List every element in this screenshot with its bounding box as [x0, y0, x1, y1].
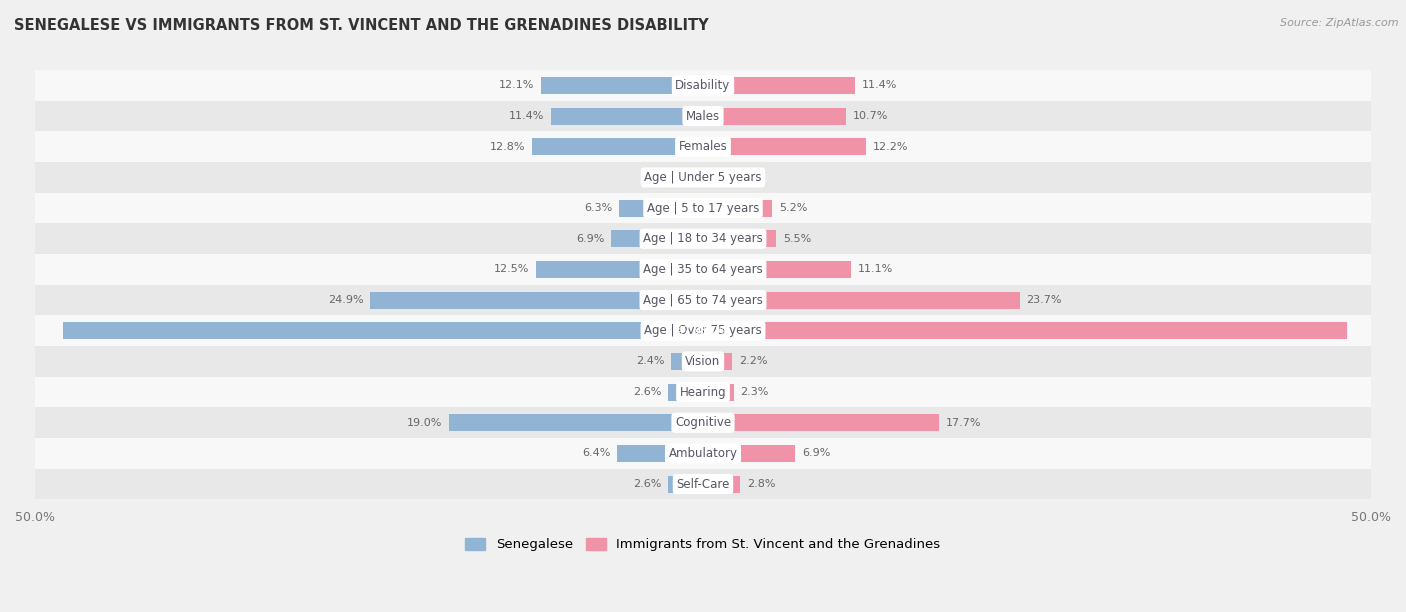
- Text: Age | 18 to 34 years: Age | 18 to 34 years: [643, 233, 763, 245]
- Text: 12.1%: 12.1%: [499, 80, 534, 91]
- Bar: [688, 169, 703, 186]
- Bar: [35, 285, 1371, 315]
- Bar: [35, 469, 1371, 499]
- Bar: [35, 162, 1371, 193]
- Text: Age | 65 to 74 years: Age | 65 to 74 years: [643, 294, 763, 307]
- Text: 24.9%: 24.9%: [328, 295, 364, 305]
- Text: 11.4%: 11.4%: [862, 80, 897, 91]
- Bar: [449, 414, 703, 431]
- Bar: [703, 323, 1347, 339]
- Text: 11.4%: 11.4%: [509, 111, 544, 121]
- Text: 19.0%: 19.0%: [408, 418, 443, 428]
- Bar: [703, 77, 855, 94]
- Bar: [610, 230, 703, 247]
- Legend: Senegalese, Immigrants from St. Vincent and the Grenadines: Senegalese, Immigrants from St. Vincent …: [460, 532, 946, 556]
- Text: 2.3%: 2.3%: [741, 387, 769, 397]
- Text: 17.7%: 17.7%: [946, 418, 981, 428]
- Text: 12.8%: 12.8%: [489, 142, 526, 152]
- Bar: [703, 108, 846, 124]
- Text: 48.2%: 48.2%: [695, 326, 730, 336]
- Bar: [35, 346, 1371, 377]
- Bar: [703, 476, 741, 493]
- Text: Females: Females: [679, 140, 727, 153]
- Bar: [35, 438, 1371, 469]
- Text: Males: Males: [686, 110, 720, 122]
- Text: Cognitive: Cognitive: [675, 416, 731, 429]
- Bar: [35, 70, 1371, 101]
- Text: 0.79%: 0.79%: [720, 173, 756, 182]
- Bar: [35, 254, 1371, 285]
- Bar: [63, 323, 703, 339]
- Text: Hearing: Hearing: [679, 386, 727, 398]
- Bar: [536, 261, 703, 278]
- Text: 2.8%: 2.8%: [747, 479, 776, 489]
- Bar: [703, 292, 1019, 308]
- Text: Age | Under 5 years: Age | Under 5 years: [644, 171, 762, 184]
- Text: 6.4%: 6.4%: [582, 449, 610, 458]
- Text: Vision: Vision: [685, 355, 721, 368]
- Bar: [35, 132, 1371, 162]
- Text: 6.3%: 6.3%: [583, 203, 612, 213]
- Bar: [551, 108, 703, 124]
- Bar: [671, 353, 703, 370]
- Bar: [35, 408, 1371, 438]
- Text: 6.9%: 6.9%: [801, 449, 830, 458]
- Bar: [703, 261, 851, 278]
- Text: 47.9%: 47.9%: [676, 326, 711, 336]
- Bar: [531, 138, 703, 155]
- Text: Source: ZipAtlas.com: Source: ZipAtlas.com: [1281, 18, 1399, 28]
- Text: 1.2%: 1.2%: [652, 173, 681, 182]
- Text: Ambulatory: Ambulatory: [668, 447, 738, 460]
- Text: 10.7%: 10.7%: [852, 111, 889, 121]
- Bar: [35, 315, 1371, 346]
- Text: 23.7%: 23.7%: [1026, 295, 1062, 305]
- Bar: [703, 353, 733, 370]
- Bar: [35, 101, 1371, 132]
- Text: Age | Over 75 years: Age | Over 75 years: [644, 324, 762, 337]
- Bar: [541, 77, 703, 94]
- Text: 2.4%: 2.4%: [636, 356, 664, 367]
- Bar: [668, 476, 703, 493]
- Bar: [703, 169, 714, 186]
- Bar: [668, 384, 703, 401]
- Bar: [617, 445, 703, 462]
- Text: 2.6%: 2.6%: [633, 387, 662, 397]
- Text: Disability: Disability: [675, 79, 731, 92]
- Text: 6.9%: 6.9%: [576, 234, 605, 244]
- Text: Age | 35 to 64 years: Age | 35 to 64 years: [643, 263, 763, 276]
- Text: 2.2%: 2.2%: [740, 356, 768, 367]
- Text: Age | 5 to 17 years: Age | 5 to 17 years: [647, 201, 759, 215]
- Text: 5.5%: 5.5%: [783, 234, 811, 244]
- Text: 2.6%: 2.6%: [633, 479, 662, 489]
- Bar: [703, 384, 734, 401]
- Bar: [703, 414, 939, 431]
- Text: 12.5%: 12.5%: [494, 264, 529, 274]
- Bar: [35, 377, 1371, 408]
- Bar: [370, 292, 703, 308]
- Text: 5.2%: 5.2%: [779, 203, 807, 213]
- Bar: [35, 193, 1371, 223]
- Bar: [703, 138, 866, 155]
- Bar: [703, 200, 772, 217]
- Bar: [619, 200, 703, 217]
- Bar: [35, 223, 1371, 254]
- Text: 12.2%: 12.2%: [873, 142, 908, 152]
- Text: 11.1%: 11.1%: [858, 264, 893, 274]
- Text: SENEGALESE VS IMMIGRANTS FROM ST. VINCENT AND THE GRENADINES DISABILITY: SENEGALESE VS IMMIGRANTS FROM ST. VINCEN…: [14, 18, 709, 34]
- Bar: [703, 230, 776, 247]
- Text: Self-Care: Self-Care: [676, 477, 730, 491]
- Bar: [703, 445, 796, 462]
